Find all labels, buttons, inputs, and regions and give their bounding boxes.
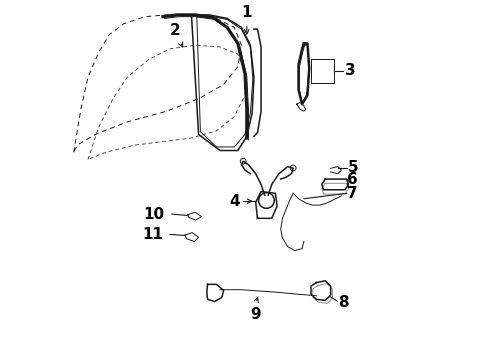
Text: 10: 10 xyxy=(144,207,165,221)
Text: 2: 2 xyxy=(170,23,181,38)
Text: 11: 11 xyxy=(143,227,164,242)
Text: 8: 8 xyxy=(338,296,348,310)
Text: 9: 9 xyxy=(250,307,261,322)
Text: 3: 3 xyxy=(345,63,356,78)
Text: 1: 1 xyxy=(242,5,252,19)
Text: 7: 7 xyxy=(347,186,358,201)
Text: 5: 5 xyxy=(347,160,358,175)
Text: 4: 4 xyxy=(230,194,241,209)
Text: 6: 6 xyxy=(347,172,358,187)
